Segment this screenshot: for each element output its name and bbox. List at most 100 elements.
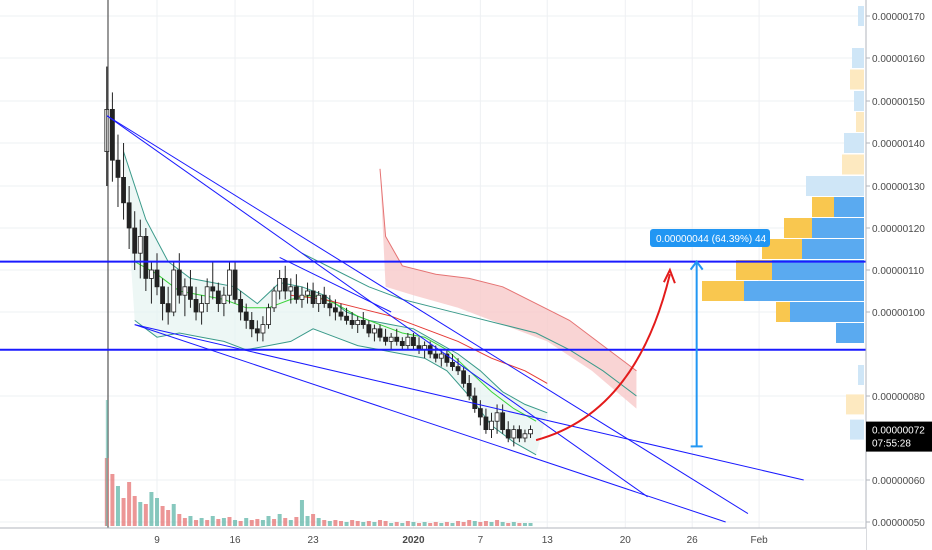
volume-bar	[294, 517, 299, 526]
candle-body	[516, 429, 522, 439]
candle-body	[293, 286, 299, 300]
time-axis[interactable]: 9 16 23 2020 7 13 20 26 Feb	[0, 527, 866, 550]
volume-bar	[244, 518, 249, 526]
candle-body	[528, 429, 533, 435]
price-tick-label: 0.00000110	[872, 266, 925, 277]
candle-body	[132, 227, 138, 254]
candle-body	[411, 336, 416, 347]
candle-body	[366, 324, 372, 334]
volume-bar	[389, 523, 394, 526]
candle-body	[405, 336, 411, 347]
volume-bar	[143, 504, 148, 526]
trendline[interactable]	[134, 324, 726, 523]
volume-bar	[338, 521, 343, 526]
volume-bar	[221, 518, 226, 526]
indicator-line-4	[301, 252, 637, 397]
measure-label: 0.00000044 (64.39%) 44	[656, 234, 767, 245]
trendline[interactable]	[106, 115, 749, 515]
candle-body	[372, 328, 377, 334]
candle-body	[455, 366, 461, 372]
volume-profile	[702, 6, 864, 440]
candle-body	[249, 319, 255, 330]
volume-bar	[522, 523, 527, 526]
volume-bar	[171, 504, 176, 526]
volume-bar	[500, 522, 505, 526]
candle-body	[126, 202, 132, 229]
volume-bar	[405, 521, 410, 526]
candle-body	[388, 336, 394, 342]
volume-bar	[439, 523, 444, 526]
candle-body	[299, 294, 305, 300]
volume-profile-bar	[836, 323, 864, 343]
measure-label-bg	[650, 229, 770, 247]
volume-bar	[428, 523, 433, 526]
volume-bar	[277, 514, 282, 526]
volume-bar	[461, 522, 466, 526]
volume-bar	[266, 516, 271, 526]
price-axis-bg	[866, 0, 932, 550]
price-tick-label: 0.00000050	[872, 518, 925, 529]
candle-body	[377, 328, 383, 338]
candle-body	[477, 408, 483, 418]
candle-body	[321, 294, 327, 305]
trendlines[interactable]	[106, 115, 804, 523]
candle-body	[176, 269, 182, 296]
time-tick-label: 7	[478, 535, 484, 546]
volume-bar	[350, 520, 355, 526]
candle-body	[165, 303, 171, 313]
volume-profile-bar-sell	[776, 302, 790, 322]
volume-bar	[400, 523, 405, 526]
candle-body	[282, 277, 288, 292]
volume-bar	[344, 522, 349, 526]
volume-bar	[238, 521, 243, 526]
candle-body	[511, 429, 517, 439]
candle-body	[522, 433, 528, 439]
volume-profile-bar	[772, 260, 864, 280]
candle-body	[288, 286, 294, 292]
volume-bar	[194, 520, 199, 526]
ichimoku-cloud	[380, 168, 637, 409]
volume-bar	[177, 514, 182, 526]
countdown-label: 07:55:28	[872, 439, 911, 450]
volume-bar	[456, 521, 461, 526]
volume-bar	[450, 523, 455, 526]
volume-bar	[433, 522, 438, 526]
candle-body	[349, 319, 355, 325]
candle-body	[121, 176, 126, 204]
projection-arrow[interactable]	[535, 273, 671, 442]
time-axis-bg	[0, 528, 866, 550]
candle-body	[160, 286, 165, 304]
volume-bar	[233, 520, 238, 526]
time-tick-label: Feb	[750, 535, 768, 546]
candle-body	[505, 429, 511, 439]
volume-bar	[417, 523, 422, 526]
candle-body	[483, 416, 489, 431]
volume-bar	[182, 518, 187, 526]
volume-profile-bar-sell	[736, 260, 772, 280]
projection-arrowhead	[663, 267, 676, 284]
price-tick-label: 0.00000170	[872, 12, 925, 23]
candle-body	[360, 319, 366, 325]
candle-body	[433, 353, 439, 359]
volume-profile-bar	[854, 91, 864, 111]
price-tick-label: 0.00000060	[872, 476, 925, 487]
time-tick-label: 2020	[402, 535, 425, 546]
trendline[interactable]	[279, 256, 392, 313]
candle-body	[450, 361, 455, 367]
volume-bar	[160, 506, 165, 526]
candle-body	[316, 294, 322, 305]
candle-body	[221, 294, 227, 305]
price-tick-label: 0.00000150	[872, 97, 925, 108]
volume-profile-bar	[744, 281, 864, 301]
candle-body	[204, 286, 210, 304]
measure-tool[interactable]: 0.00000044 (64.39%) 44	[535, 229, 770, 448]
volume-bar	[155, 498, 159, 526]
candle-body	[438, 353, 444, 359]
price-axis[interactable]: 0.00000170 0.00000160 0.00000150 0.00000140…	[865, 0, 932, 550]
candle-body	[344, 315, 349, 321]
volume-bar	[383, 521, 388, 526]
volume-bar	[506, 523, 511, 526]
volume-bar	[327, 521, 332, 526]
volume-bar	[305, 516, 310, 526]
